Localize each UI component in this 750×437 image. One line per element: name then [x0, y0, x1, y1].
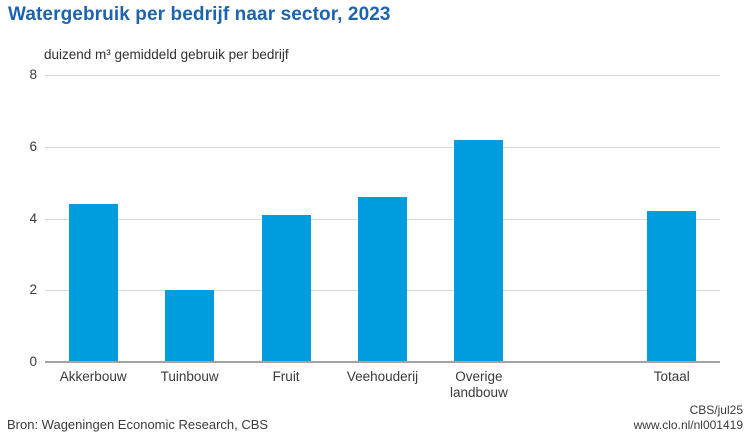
gridline	[45, 75, 720, 76]
y-tick-label: 6	[29, 138, 37, 154]
y-tick-label: 2	[29, 282, 37, 298]
x-tick-label-fruit: Fruit	[272, 369, 300, 384]
bar-akkerbouw	[68, 204, 118, 362]
x-tick-label-veehouderij: Veehouderij	[346, 369, 419, 384]
x-tick-label-totaal: Totaal	[653, 369, 690, 384]
chart-title: Watergebruik per bedrijf naar sector, 20…	[8, 4, 391, 25]
source-note: Bron: Wageningen Economic Research, CBS	[7, 417, 269, 432]
bar-totaal	[647, 211, 697, 362]
bar-overige-landbouw	[454, 139, 504, 362]
x-tick-label-overige-landbouw: Overige landbouw	[450, 369, 508, 401]
y-tick-label: 4	[29, 210, 37, 226]
x-tick-label-tuinbouw: Tuinbouw	[160, 369, 219, 384]
credit-line: CBS/jul25	[689, 403, 743, 417]
y-tick-label: 8	[29, 67, 37, 82]
bar-tuinbouw	[165, 290, 215, 362]
y-axis-unit-label: duizend m³ gemiddeld gebruik per bedrijf	[44, 47, 289, 62]
x-tick-label-akkerbouw: Akkerbouw	[59, 369, 127, 384]
credit-url: www.clo.nl/nl001419	[633, 418, 743, 432]
bar-fruit	[261, 214, 311, 362]
y-tick-label: 0	[29, 354, 37, 369]
gridline	[45, 146, 720, 148]
plot-area: Akkerbouw Tuinbouw Fruit Veehouderij Overige…	[45, 75, 720, 400]
credit-block: CBS/jul25 www.clo.nl/nl001419	[634, 403, 743, 433]
bar-veehouderij	[358, 196, 407, 362]
x-axis-line	[45, 361, 720, 363]
